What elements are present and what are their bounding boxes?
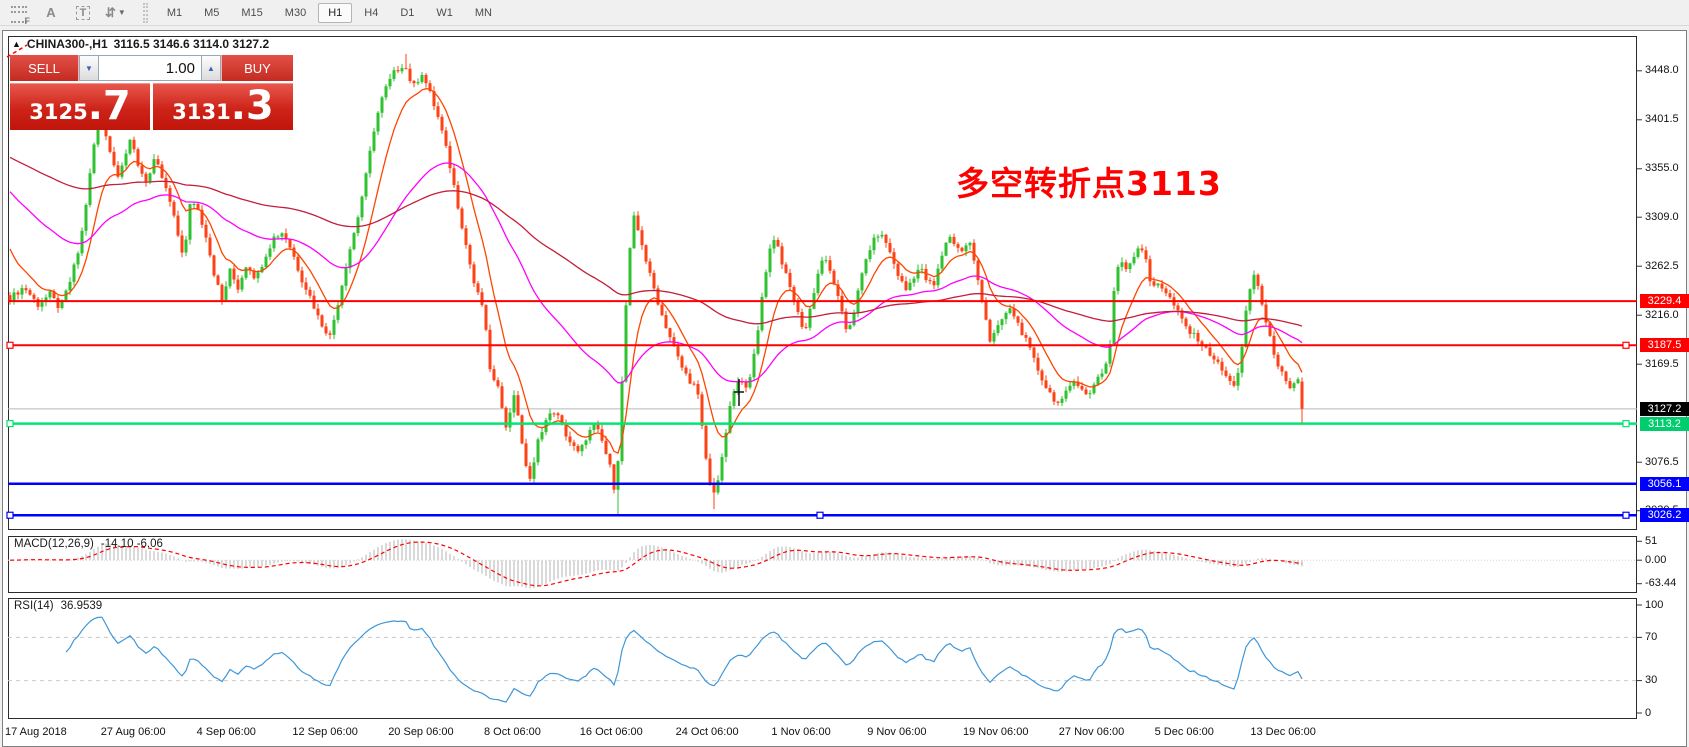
rsi-scale-label: 70: [1645, 630, 1658, 643]
timeframe-button-m1[interactable]: M1: [166, 6, 183, 19]
toolbar: F A T ⇵ ▼ M1 M5 M15 M30 H1 H4 D1 W1 MN: [0, 0, 1689, 26]
ohlc-values: 3116.5 3146.6 3114.0 3127.2: [113, 37, 270, 51]
volume-decrease-button[interactable]: ▼: [79, 55, 99, 81]
rsi-value-label: 36.9539: [60, 600, 103, 612]
sell-button[interactable]: SELL: [10, 55, 79, 81]
time-axis-label: 5 Dec 06:00: [1154, 726, 1214, 738]
price-line-label[interactable]: 3056.1: [1640, 476, 1689, 491]
price-tick-label: 3448.0: [1645, 64, 1679, 77]
price-tick-label: 3309.0: [1645, 210, 1679, 223]
time-axis-label: 17 Aug 2018: [5, 726, 67, 738]
macd-panel[interactable]: [8, 536, 1637, 593]
rsi-panel[interactable]: [8, 598, 1637, 719]
time-axis-label: 13 Dec 06:00: [1250, 726, 1316, 738]
chevron-down-icon[interactable]: ▼: [117, 8, 126, 17]
volume-input[interactable]: [99, 55, 201, 81]
macd-name-label: MACD(12,26,9): [14, 538, 94, 550]
timeframe-button-d1[interactable]: D1: [400, 6, 415, 19]
macd-scale-label: 51: [1645, 534, 1658, 547]
macd-scale-label: 0.00: [1645, 553, 1667, 566]
rsi-name-label: RSI(14): [14, 600, 54, 612]
time-axis-label: 19 Nov 06:00: [963, 726, 1029, 738]
time-axis-label: 8 Oct 06:00: [484, 726, 541, 738]
price-line-label[interactable]: 3229.4: [1640, 294, 1689, 309]
text-box-icon: T: [75, 5, 91, 20]
timeframe-toolbar: M1 M5 M15 M30 H1 H4 D1 W1 MN: [156, 2, 503, 23]
arrows-icon: ⇵: [105, 4, 116, 20]
price-line-label[interactable]: 3026.2: [1640, 508, 1689, 523]
price-tick-label: 3076.5: [1645, 455, 1679, 468]
one-click-trading-panel: SELL ▼ ▲ BUY 3125 .7 3131 .3: [10, 55, 294, 130]
text-icon: A: [46, 5, 56, 20]
fibonacci-icon: F: [11, 5, 30, 26]
chart-title: ▲ CHINA300-,H1 3116.5 3146.6 3114.0 3127…: [12, 37, 269, 51]
text-box-tool-button[interactable]: T: [70, 2, 96, 24]
price-line-label[interactable]: 3113.2: [1640, 416, 1689, 431]
fibonacci-tool-button[interactable]: F: [6, 2, 32, 26]
sell-price-pips: .7: [87, 83, 131, 129]
timeframe-button-h4[interactable]: H4: [364, 6, 379, 19]
buy-price-main: 3131: [172, 100, 231, 124]
rsi-scale-label: 100: [1645, 598, 1664, 611]
time-axis-label: 24 Oct 06:00: [675, 726, 739, 738]
chart-annotation-text[interactable]: 多空转折点3113: [956, 164, 1222, 203]
arrows-tool-button[interactable]: ⇵ ▼: [102, 2, 129, 24]
timeframe-button-m15[interactable]: M15: [241, 6, 263, 19]
spin-down-icon: ▼: [85, 63, 93, 73]
price-tick-label: 3262.5: [1645, 259, 1679, 272]
time-axis-label: 1 Nov 06:00: [771, 726, 831, 738]
volume-increase-button[interactable]: ▲: [201, 55, 221, 81]
price-tick-label: 3355.0: [1645, 162, 1679, 175]
text-tool-button[interactable]: A: [38, 2, 64, 24]
timeframe-button-m30[interactable]: M30: [284, 6, 307, 19]
price-tick-label: 3216.0: [1645, 308, 1679, 321]
sell-price-button[interactable]: 3125 .7: [10, 83, 150, 130]
buy-price-button[interactable]: 3131 .3: [153, 83, 293, 130]
timeframe-button-w1[interactable]: W1: [436, 6, 453, 19]
macd-title: MACD(12,26,9) -14.10 -6.06: [14, 538, 163, 550]
collapse-triangle-icon[interactable]: ▲: [12, 39, 21, 49]
time-axis-label: 4 Sep 06:00: [196, 726, 256, 738]
timeframe-button-mn[interactable]: MN: [474, 6, 492, 19]
price-tick-label: 3169.5: [1645, 357, 1679, 370]
time-axis-label: 27 Nov 06:00: [1058, 726, 1125, 738]
price-line-label[interactable]: 3187.5: [1640, 338, 1689, 353]
buy-price-pips: .3: [230, 83, 274, 129]
macd-values-label: -14.10 -6.06: [100, 538, 163, 550]
price-line-label[interactable]: 3127.2: [1640, 401, 1689, 416]
time-axis-label: 20 Sep 06:00: [388, 726, 454, 738]
time-axis-label: 27 Aug 06:00: [100, 726, 166, 738]
main-chart-panel[interactable]: [8, 36, 1637, 530]
macd-scale-label: -63.44: [1645, 577, 1677, 590]
rsi-scale-label: 30: [1645, 674, 1658, 687]
spin-up-icon: ▲: [207, 63, 215, 73]
sell-price-main: 3125: [29, 100, 88, 124]
time-axis-label: 12 Sep 06:00: [292, 726, 358, 738]
rsi-title: RSI(14) 36.9539: [14, 600, 102, 612]
buy-button[interactable]: BUY: [221, 55, 293, 81]
time-axis-label: 16 Oct 06:00: [579, 726, 643, 738]
time-axis-label: 9 Nov 06:00: [867, 726, 927, 738]
timeframe-button-m5[interactable]: M5: [204, 6, 220, 19]
rsi-scale-label: 0: [1645, 706, 1652, 719]
symbol-period-label: CHINA300-,H1: [26, 37, 108, 51]
timeframe-button-h1[interactable]: H1: [318, 2, 353, 23]
price-tick-label: 3401.5: [1645, 113, 1679, 126]
toolbar-separator: [142, 2, 148, 23]
